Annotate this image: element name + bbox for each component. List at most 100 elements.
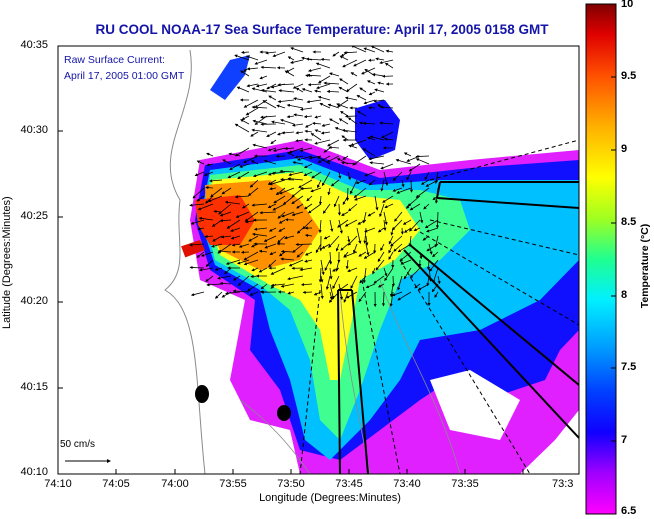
current-vector bbox=[374, 88, 385, 93]
current-vector bbox=[329, 219, 334, 232]
current-vector bbox=[273, 147, 286, 152]
current-vector bbox=[414, 283, 421, 289]
current-vector bbox=[299, 147, 313, 152]
current-vector bbox=[270, 283, 286, 287]
current-vector bbox=[279, 169, 295, 173]
current-vector bbox=[227, 171, 241, 179]
current-vector bbox=[196, 195, 205, 202]
current-vector bbox=[325, 275, 331, 290]
current-vector bbox=[240, 70, 250, 77]
current-vector bbox=[403, 152, 412, 157]
current-vector bbox=[338, 86, 349, 93]
current-vector bbox=[342, 59, 358, 68]
current-vector bbox=[400, 259, 412, 265]
current-vector bbox=[278, 227, 286, 232]
current-vector bbox=[241, 115, 250, 120]
current-vector bbox=[324, 259, 331, 271]
current-vector bbox=[409, 267, 421, 279]
current-vector bbox=[367, 211, 376, 217]
current-vector bbox=[205, 275, 214, 282]
current-vector bbox=[290, 47, 304, 53]
current-vector bbox=[241, 203, 250, 209]
current-vector bbox=[311, 171, 322, 179]
current-vector bbox=[284, 235, 295, 240]
current-vector bbox=[320, 275, 324, 283]
current-vector bbox=[243, 259, 259, 266]
current-vector bbox=[327, 139, 340, 147]
current-vector bbox=[281, 211, 295, 218]
current-vector bbox=[345, 291, 358, 299]
current-vector bbox=[356, 227, 362, 245]
coastline bbox=[164, 49, 206, 474]
current-vector bbox=[258, 267, 268, 273]
current-vector bbox=[382, 195, 394, 203]
current-vector bbox=[307, 203, 322, 214]
current-vector bbox=[348, 144, 358, 149]
current-vector bbox=[245, 55, 259, 61]
current-vector bbox=[344, 219, 358, 227]
plot-frame bbox=[57, 45, 580, 475]
current-vector bbox=[317, 95, 331, 101]
current-vector bbox=[380, 163, 394, 170]
current-vector bbox=[419, 251, 423, 260]
current-vector bbox=[357, 219, 367, 225]
current-vector bbox=[318, 195, 323, 205]
land-north bbox=[250, 46, 460, 140]
current-vector bbox=[293, 113, 304, 117]
current-vector bbox=[397, 275, 403, 291]
current-vector bbox=[286, 103, 304, 109]
current-vector bbox=[217, 275, 232, 280]
current-vector bbox=[250, 131, 259, 137]
current-vector bbox=[222, 159, 232, 165]
y-tick-label: 40:30 bbox=[20, 124, 48, 136]
current-vector bbox=[220, 235, 232, 239]
current-vector bbox=[388, 243, 394, 254]
current-vector bbox=[259, 75, 268, 80]
channel-line bbox=[436, 181, 579, 209]
current-vector bbox=[359, 275, 367, 284]
current-vector bbox=[347, 117, 358, 125]
bathymetry-contour bbox=[239, 399, 311, 474]
current-vector bbox=[328, 145, 340, 150]
current-vector bbox=[300, 282, 313, 287]
current-vector bbox=[287, 275, 304, 281]
current-vector bbox=[329, 72, 340, 77]
current-vector bbox=[423, 203, 430, 210]
colorbar-tick-label: 7.5 bbox=[621, 361, 637, 373]
colorbar-tick-label: 9 bbox=[621, 143, 628, 155]
current-vector bbox=[383, 219, 387, 231]
current-vector bbox=[300, 186, 313, 191]
current-vector bbox=[317, 179, 322, 189]
current-vector bbox=[287, 291, 295, 295]
current-vector bbox=[320, 131, 331, 135]
current-vector bbox=[392, 171, 403, 182]
current-vector bbox=[281, 131, 295, 135]
current-vector bbox=[369, 161, 385, 165]
current-vector bbox=[321, 171, 331, 187]
current-vector bbox=[189, 203, 205, 207]
current-vector bbox=[272, 51, 286, 58]
current-vector bbox=[303, 115, 313, 119]
current-vector bbox=[363, 251, 376, 259]
current-vector bbox=[253, 227, 268, 231]
current-vector bbox=[399, 251, 412, 262]
channel-line bbox=[299, 289, 321, 474]
current-vector bbox=[287, 56, 295, 61]
current-vector bbox=[305, 57, 322, 61]
sst-region-north-blue bbox=[355, 100, 400, 160]
current-vector bbox=[337, 219, 349, 228]
current-vector bbox=[380, 243, 385, 252]
current-vector bbox=[271, 171, 286, 175]
current-vector bbox=[335, 243, 340, 252]
current-vector bbox=[311, 121, 322, 126]
current-vector bbox=[374, 195, 379, 211]
colorbar-tick-label: 10 bbox=[621, 0, 634, 10]
current-vector bbox=[322, 203, 331, 214]
current-vector bbox=[321, 243, 331, 249]
current-vector bbox=[329, 291, 333, 301]
current-vector bbox=[251, 267, 259, 272]
current-vector bbox=[383, 171, 389, 186]
current-vector bbox=[368, 179, 376, 186]
x-tick-label: 73:3 bbox=[552, 478, 574, 490]
current-vector bbox=[358, 291, 367, 303]
